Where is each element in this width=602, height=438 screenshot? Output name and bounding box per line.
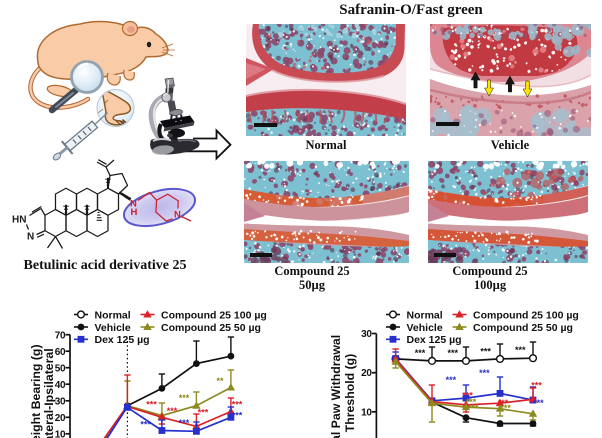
svg-text:***: ***	[415, 348, 426, 358]
svg-text:20: 20	[361, 368, 372, 379]
svg-text:***: ***	[146, 400, 157, 410]
svg-text:Weight Bearing (g): Weight Bearing (g)	[30, 344, 43, 438]
svg-text:Compound 25 100 µg: Compound 25 100 µg	[161, 309, 267, 321]
svg-text:Ipsilateral Paw Withdrawal: Ipsilateral Paw Withdrawal	[330, 335, 343, 438]
svg-text:60: 60	[55, 347, 66, 358]
svg-text:Vehicle: Vehicle	[95, 322, 131, 334]
svg-text:***: ***	[533, 398, 544, 408]
svg-text:***: ***	[232, 400, 243, 410]
svg-text:***: ***	[198, 408, 209, 418]
svg-text:***: ***	[500, 403, 511, 413]
svg-text:Compound 25 50 µg: Compound 25 50 µg	[473, 322, 573, 334]
svg-text:Normal: Normal	[95, 309, 131, 321]
svg-text:Dex 125 µg: Dex 125 µg	[95, 334, 150, 346]
svg-text:Vehicle: Vehicle	[407, 322, 443, 334]
svg-text:10: 10	[55, 429, 66, 438]
svg-text:Normal: Normal	[407, 309, 443, 321]
svg-text:N: N	[174, 210, 181, 221]
svg-text:***: ***	[448, 348, 459, 358]
svg-text:***: ***	[466, 397, 477, 407]
svg-text:**: **	[216, 376, 224, 386]
svg-text:***: ***	[531, 381, 542, 391]
svg-text:40: 40	[55, 380, 66, 391]
svg-text:***: ***	[179, 393, 190, 403]
svg-text:30: 30	[361, 329, 372, 340]
svg-text:***: ***	[480, 347, 491, 357]
svg-text:Dex 125 µg: Dex 125 µg	[407, 334, 462, 346]
svg-text:Contralateral-Ipsilateral: Contralateral-Ipsilateral	[42, 348, 56, 438]
svg-text:***: ***	[140, 420, 151, 430]
svg-text:***: ***	[446, 375, 457, 385]
svg-text:Compound 25 100 µg: Compound 25 100 µg	[473, 309, 579, 321]
svg-text:10: 10	[361, 407, 372, 418]
svg-text:HN: HN	[12, 215, 26, 226]
svg-text:N: N	[130, 199, 137, 210]
svg-text:H: H	[131, 207, 138, 218]
svg-text:***: ***	[515, 345, 526, 355]
svg-text:***: ***	[462, 390, 473, 400]
svg-text:50: 50	[55, 363, 66, 374]
svg-text:***: ***	[468, 403, 479, 413]
svg-text:Threshold (g): Threshold (g)	[343, 354, 357, 433]
svg-text:Compound 25 50 µg: Compound 25 50 µg	[161, 322, 261, 334]
svg-text:***: ***	[167, 406, 178, 416]
svg-text:***: ***	[479, 368, 490, 378]
svg-text:30: 30	[55, 396, 66, 407]
svg-text:***: ***	[498, 398, 509, 408]
svg-text:***: ***	[232, 411, 243, 421]
svg-text:20: 20	[55, 413, 66, 424]
svg-text:***: ***	[179, 418, 190, 428]
svg-text:N: N	[27, 232, 34, 243]
svg-text:70: 70	[55, 330, 66, 341]
